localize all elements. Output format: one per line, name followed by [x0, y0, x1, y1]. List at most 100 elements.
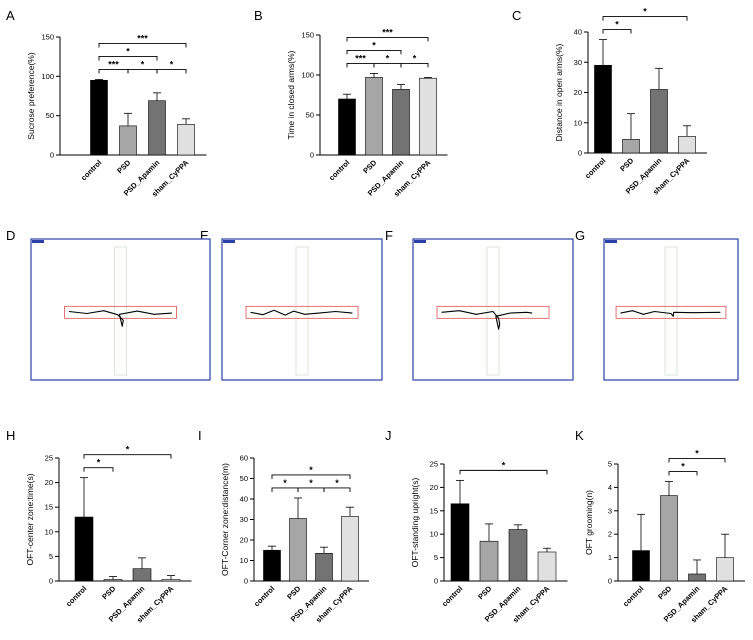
y-tick-label-k: 2	[608, 530, 612, 539]
maze-tag-e	[223, 240, 235, 243]
y-tick-label-k: 1	[608, 553, 612, 562]
category-label-h: PSD	[100, 584, 118, 602]
significance-bracket-k	[668, 471, 698, 476]
significance-label-c: *	[643, 7, 647, 17]
y-tick-label-h: 5	[49, 552, 53, 561]
bar-i-psd	[289, 518, 307, 582]
maze-panel-e	[221, 238, 383, 381]
y-axis-label-i: OFT-Corner zone:distance(m)	[220, 463, 230, 576]
y-tick-label-a: 100	[41, 72, 54, 81]
y-tick-label-b: 100	[301, 71, 314, 80]
bar-j-control	[450, 503, 470, 582]
significance-label-h: *	[126, 445, 130, 455]
chart-h: 0 5 10 15 20 25 OFT-center zone:time(s) control…	[25, 445, 192, 625]
y-tick-label-c: 20	[574, 88, 582, 97]
y-tick-label-i: 20	[240, 536, 248, 545]
open-arm-f	[436, 305, 550, 319]
closed-arm-g	[664, 246, 678, 376]
bar-k-psd	[660, 495, 678, 582]
y-tick-label-k: 4	[608, 483, 612, 492]
panel-label-e: E	[200, 228, 209, 243]
y-tick-label-j: 5	[434, 553, 438, 562]
y-tick-label-c: 0	[578, 149, 582, 158]
significance-label-b: *	[413, 53, 417, 63]
bar-h-psd	[103, 579, 123, 582]
significance-bracket-b	[373, 62, 402, 68]
y-tick-label-c: 40	[574, 28, 582, 37]
significance-bracket-b	[346, 49, 402, 55]
significance-label-b: *	[372, 40, 376, 50]
y-tick-label-h: 10	[45, 527, 53, 536]
panel-label-i: I	[198, 428, 202, 443]
maze-panel-f	[412, 238, 574, 381]
y-tick-label-j: 15	[430, 506, 438, 515]
y-tick-label-i: 50	[240, 474, 248, 483]
movement-track-f	[441, 310, 533, 330]
y-tick-label-a: 150	[41, 33, 54, 42]
category-label-a: control	[79, 158, 103, 182]
panel-label-f: F	[385, 228, 393, 243]
significance-bracket-h	[83, 467, 114, 472]
category-label-j: PSD	[476, 584, 494, 602]
chart-b: 0 50 100 150 Time in closed arms(%) control PS…	[286, 27, 448, 199]
significance-bracket-k	[668, 458, 726, 463]
y-tick-label-i: 0	[244, 577, 248, 586]
significance-label-k: *	[695, 449, 699, 459]
significance-label-a: *	[126, 46, 130, 56]
significance-bracket-a	[156, 69, 187, 74]
bar-k-sham-cyppa	[716, 557, 734, 582]
bar-h-control	[74, 516, 94, 582]
y-tick-label-j: 0	[434, 577, 438, 586]
category-label-h: control	[64, 584, 88, 608]
maze-tag-g	[605, 240, 617, 243]
y-axis-label-b: Time in closed arms(%)	[286, 50, 296, 139]
closed-arm-f	[486, 246, 500, 376]
bar-c-control	[594, 64, 612, 154]
y-axis-label-j: OFT-standing upright(s)	[410, 477, 420, 567]
panel-label-h: H	[6, 428, 15, 443]
significance-bracket-b	[346, 62, 375, 68]
y-tick-label-a: 50	[46, 111, 54, 120]
y-tick-label-j: 20	[430, 483, 438, 492]
significance-bracket-c	[602, 29, 632, 34]
panel-label-g: G	[575, 228, 585, 243]
significance-bracket-h	[83, 454, 172, 459]
open-arm-e	[245, 305, 359, 319]
y-axis-label-h: OFT-center zone:time(s)	[25, 473, 35, 565]
bar-a-sham-cyppa	[177, 124, 195, 156]
movement-track-d	[68, 310, 173, 327]
significance-bracket-a	[127, 69, 158, 74]
y-tick-label-i: 60	[240, 454, 248, 463]
category-label-i: control	[252, 584, 276, 608]
bar-k-control	[632, 550, 650, 582]
y-tick-label-c: 10	[574, 118, 582, 127]
bar-c-sham-cyppa	[678, 136, 696, 154]
bar-a-psd	[119, 125, 137, 156]
bar-i-control	[263, 549, 281, 582]
significance-label-a: ***	[108, 59, 119, 69]
significance-label-i: *	[283, 478, 287, 488]
y-tick-label-a: 0	[50, 151, 54, 160]
panel-label-c: C	[512, 8, 521, 23]
category-label-c: control	[583, 156, 607, 180]
chart-j: 0 5 10 15 20 25 OFT-standing upright(s) control…	[410, 460, 568, 625]
y-tick-label-k: 0	[608, 577, 612, 586]
y-tick-label-h: 0	[49, 577, 53, 586]
category-label-j: control	[440, 584, 464, 608]
significance-bracket-a	[98, 69, 129, 74]
bar-h-psd-apamin	[132, 568, 152, 582]
chart-i: 0 10 20 30 40 50 60 OFT-Corner zone:distance(m)…	[220, 454, 369, 625]
bar-b-psd-apamin	[392, 89, 410, 156]
panel-label-b: B	[254, 8, 263, 23]
significance-label-b: ***	[382, 27, 393, 37]
panel-label-k: K	[575, 428, 584, 443]
movement-track-e	[250, 309, 353, 316]
significance-label-i: *	[335, 478, 339, 488]
maze-panel-d	[30, 238, 211, 381]
category-label-b: control	[327, 158, 351, 182]
significance-label-b: *	[386, 53, 390, 63]
category-label-b: PSD	[361, 158, 379, 176]
y-axis-label-a: Sucrose preference(%)	[26, 52, 36, 140]
y-tick-label-c: 30	[574, 58, 582, 67]
